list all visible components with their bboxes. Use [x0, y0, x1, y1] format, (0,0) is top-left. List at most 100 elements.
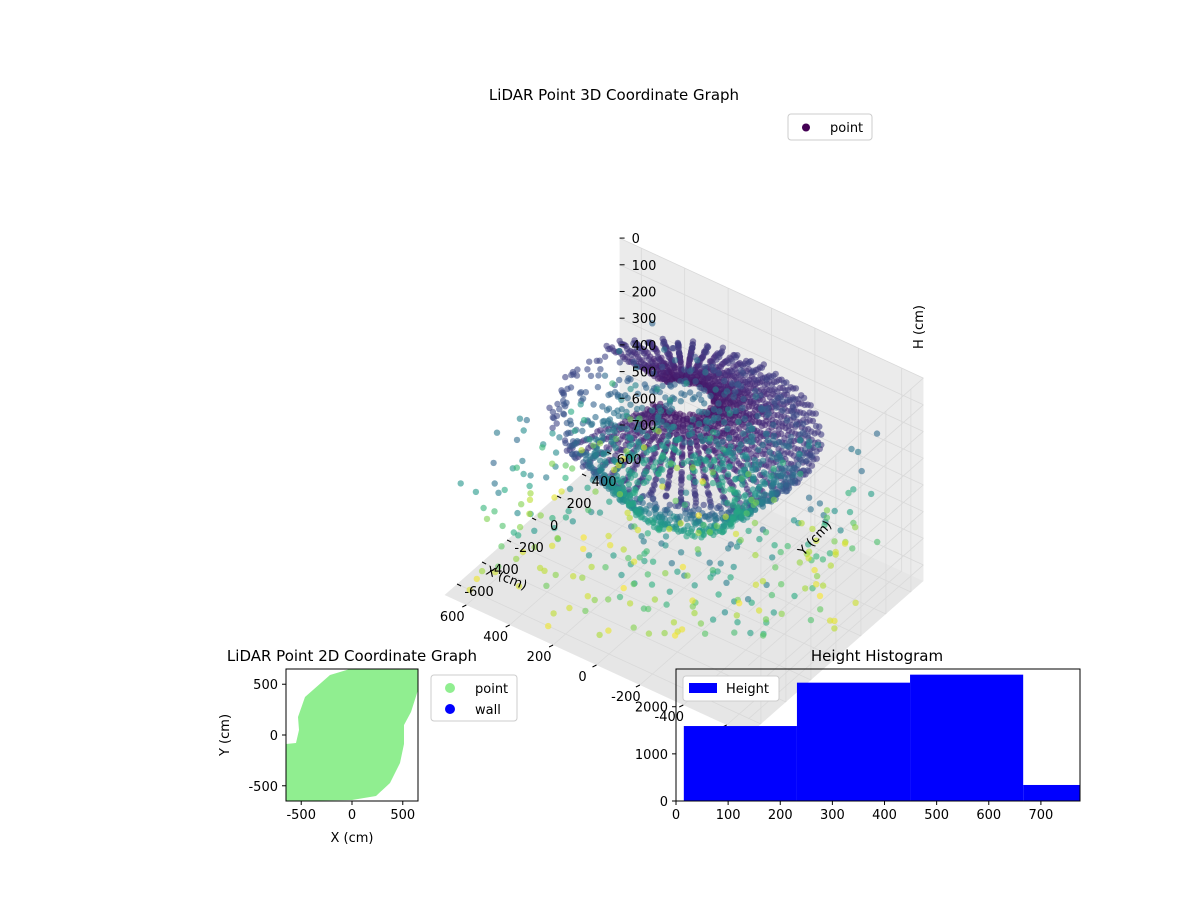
- data-point: [641, 508, 649, 515]
- data-point: [776, 439, 783, 446]
- data-point: [567, 384, 575, 391]
- data-point: [705, 448, 712, 455]
- data-point: [832, 548, 839, 556]
- data-point: [784, 542, 791, 550]
- data-point: [586, 436, 594, 443]
- y-tick-label: -400: [489, 563, 519, 578]
- data-point: [707, 574, 714, 581]
- data-point: [803, 457, 810, 465]
- data-point: [552, 571, 559, 579]
- chart-2d: LiDAR Point 2D Coordinate Graph -500 0 500…: [218, 647, 518, 846]
- x-tick-label: 200: [768, 808, 793, 823]
- data-point: [626, 600, 634, 607]
- data-point: [749, 433, 756, 440]
- data-point: [632, 486, 639, 494]
- data-point: [823, 514, 831, 521]
- data-point: [733, 543, 741, 550]
- data-point: [650, 463, 657, 471]
- data-point: [700, 521, 707, 529]
- data-point: [630, 580, 637, 588]
- data-point: [673, 464, 681, 472]
- data-point: [549, 430, 556, 437]
- x-tick-label: 0: [672, 808, 680, 823]
- data-point: [553, 412, 561, 420]
- data-point: [543, 474, 550, 481]
- data-point: [589, 465, 596, 472]
- data-point: [580, 534, 587, 541]
- data-point: [483, 515, 491, 523]
- data-point: [760, 361, 767, 368]
- data-point: [796, 559, 803, 566]
- data-point: [681, 391, 688, 398]
- data-point: [858, 467, 865, 475]
- data-point: [745, 527, 752, 535]
- data-point: [597, 366, 604, 373]
- z-tick-label: 400: [632, 339, 657, 354]
- data-point: [623, 447, 630, 455]
- z-tick-label: 600: [632, 392, 657, 407]
- data-point: [812, 410, 819, 417]
- data-point: [813, 553, 820, 560]
- data-point: [726, 434, 733, 442]
- data-point: [625, 481, 632, 488]
- data-point: [677, 520, 684, 527]
- data-point: [562, 514, 570, 521]
- data-point: [764, 437, 772, 444]
- data-point: [616, 491, 624, 498]
- data-point: [800, 420, 807, 428]
- grid-line: [619, 264, 924, 406]
- data-point: [739, 370, 747, 377]
- data-point: [710, 367, 717, 374]
- data-point: [793, 421, 800, 428]
- data-point: [709, 428, 717, 436]
- data-point: [513, 436, 521, 444]
- data-point: [741, 466, 749, 473]
- data-point: [515, 583, 523, 590]
- data-point: [495, 489, 502, 496]
- data-point: [569, 518, 576, 525]
- data-point: [807, 616, 815, 624]
- data-point: [805, 541, 812, 548]
- data-point: [624, 394, 631, 402]
- data-point: [762, 529, 770, 536]
- data-point: [718, 474, 725, 481]
- data-point: [601, 472, 608, 479]
- data-point: [725, 545, 732, 552]
- data-point: [526, 510, 533, 517]
- data-point: [701, 387, 708, 394]
- data-point: [692, 478, 699, 485]
- data-point: [563, 399, 570, 406]
- data-point: [783, 379, 790, 386]
- data-point: [761, 491, 768, 498]
- data-point: [657, 407, 665, 415]
- data-point: [626, 514, 633, 522]
- data-point: [765, 410, 772, 417]
- data-point: [817, 606, 824, 613]
- data-point: [687, 439, 695, 447]
- data-point: [491, 508, 498, 515]
- data-point: [478, 567, 486, 575]
- data-point: [670, 345, 677, 352]
- data-point: [662, 533, 670, 540]
- data-point: [682, 489, 690, 496]
- data-point: [520, 427, 527, 434]
- data-point: [748, 599, 755, 606]
- chart-3d-legend-marker: [802, 123, 810, 132]
- y-tick-label: 600: [617, 453, 642, 468]
- data-point: [659, 453, 666, 460]
- data-point: [495, 563, 502, 570]
- data-point: [668, 560, 675, 567]
- data-point: [472, 488, 480, 496]
- data-point: [549, 542, 556, 549]
- data-point: [733, 407, 740, 415]
- data-point: [675, 449, 682, 456]
- data-point: [619, 484, 627, 492]
- data-point: [743, 510, 750, 517]
- data-point: [805, 468, 813, 475]
- data-point: [816, 423, 823, 430]
- data-point: [651, 596, 659, 603]
- data-point: [674, 437, 681, 444]
- data-point: [596, 357, 603, 364]
- data-point: [562, 462, 569, 469]
- y-tick-label: 0: [660, 795, 668, 810]
